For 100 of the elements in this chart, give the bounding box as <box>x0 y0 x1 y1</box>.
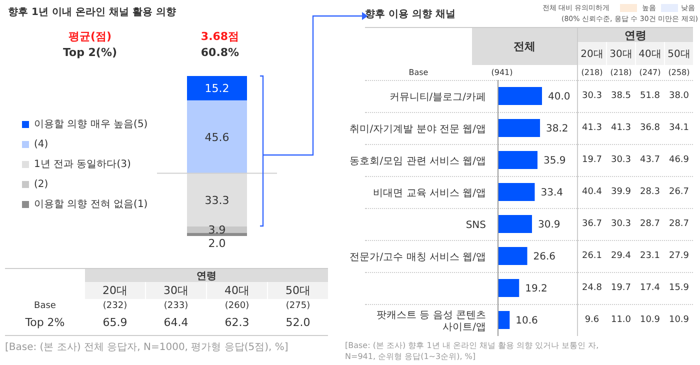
text: 29.4 <box>610 250 632 263</box>
y-tick-label: 비대면 교육 서비스 웹/앱 <box>373 188 486 199</box>
text: 향후 이용 의향 채널 <box>365 8 456 22</box>
text: 46.9 <box>668 154 690 167</box>
data-label: 40.0 <box>548 92 570 103</box>
text: 64.4 <box>162 315 190 331</box>
bar <box>498 87 542 105</box>
legend-label: 1년 전과 동일하다(3) <box>34 158 131 171</box>
text: 30대 <box>607 42 635 65</box>
text: 41.3 <box>580 122 604 135</box>
text: 65.9 <box>102 315 128 331</box>
legend-label: 이용할 의향 전혀 없음(1) <box>34 198 148 211</box>
text: 9.6 <box>584 314 600 327</box>
data-label: 26.6 <box>533 252 556 263</box>
text: (275) <box>284 300 312 311</box>
text: 10.9 <box>668 314 690 327</box>
text: 43.7 <box>638 154 662 167</box>
legend-label: (2) <box>34 178 48 190</box>
text: 52.0 <box>284 315 312 331</box>
text: 17.4 <box>638 282 662 295</box>
text: 50대 <box>665 42 693 65</box>
bar <box>187 173 247 227</box>
text: 15.9 <box>668 282 690 295</box>
bar <box>187 100 247 174</box>
y-tick-label: SNS <box>466 220 486 231</box>
text: Base <box>408 66 430 78</box>
text: 10.9 <box>638 314 662 327</box>
text: 38.0 <box>668 90 690 103</box>
bar <box>498 183 535 201</box>
text: 연령 <box>85 269 328 282</box>
text: 50대 <box>268 282 328 299</box>
text: (260) <box>224 300 250 311</box>
text: 26.7 <box>668 186 690 199</box>
text: 전체 <box>472 28 577 65</box>
data-label: 35.9 <box>543 156 566 167</box>
text: 11.0 <box>610 314 632 327</box>
bar <box>498 247 528 265</box>
text: Base <box>33 300 57 311</box>
text: 38.5 <box>610 90 632 103</box>
text: 40대 <box>207 282 267 299</box>
text: (218) <box>609 66 633 78</box>
bar <box>498 119 540 137</box>
text: 60.8% <box>200 44 240 60</box>
text: 34.1 <box>668 122 690 135</box>
legend-label: (4) <box>34 138 48 150</box>
bar <box>498 151 538 169</box>
text: (232) <box>102 300 128 311</box>
text: (218) <box>580 66 604 78</box>
text: [Base: (본 조사) 전체 응답자, N=1000, 평가형 응답(5점), %] <box>5 341 290 354</box>
data-label: 30.9 <box>538 220 560 231</box>
text: 40대 <box>636 42 664 65</box>
text: 28.7 <box>638 218 662 231</box>
text: 28.3 <box>638 186 662 199</box>
text: Top 2% <box>24 315 66 331</box>
data-label: 19.2 <box>525 284 548 295</box>
text: 30대 <box>146 282 206 299</box>
text: (258) <box>667 66 691 78</box>
text: 36.8 <box>638 122 662 135</box>
bar <box>187 232 247 236</box>
text: 평균(점) <box>67 28 113 44</box>
data-label: 15.2 <box>204 82 230 96</box>
data-label: 10.6 <box>516 316 538 327</box>
data-label: 38.2 <box>546 124 568 135</box>
text: 30.3 <box>580 90 604 103</box>
text: 24.8 <box>580 282 604 295</box>
bar <box>187 226 247 233</box>
text: 40.4 <box>580 186 604 199</box>
data-label: 45.6 <box>204 130 230 144</box>
legend-label: 이용할 의향 매우 높음(5) <box>34 118 148 131</box>
text: 19.7 <box>580 154 604 167</box>
text: 30.3 <box>610 218 632 231</box>
text: (247) <box>638 66 662 78</box>
data-label: 33.3 <box>204 194 230 207</box>
text: 62.3 <box>224 315 250 331</box>
y-tick-label: 팟캐스트 등 음성 콘텐츠 사이트/앱 <box>376 310 486 333</box>
text: 39.9 <box>610 186 632 199</box>
text: 연령 <box>578 28 693 42</box>
bar <box>498 311 510 329</box>
text: 51.8 <box>638 90 662 103</box>
text: 3.68점 <box>200 28 240 44</box>
text: 20대 <box>578 42 606 65</box>
text: [Base: (본 조사) 향후 1년 내 온라인 채널 활용 의향 있거나 보통인 자, N=941, 순위형 응답(1~3순위), %] <box>345 340 600 363</box>
text: 41.3 <box>610 122 632 135</box>
data-label: 3.9 <box>208 224 226 237</box>
text: 23.1 <box>638 250 662 263</box>
bar <box>187 76 247 100</box>
bar <box>498 215 532 233</box>
text: 27.9 <box>668 250 690 263</box>
text: 20대 <box>85 282 145 299</box>
text: (941) <box>490 66 514 78</box>
bar <box>498 279 520 297</box>
data-label: 2.0 <box>208 237 226 250</box>
text: 28.7 <box>668 218 690 231</box>
text: (233) <box>162 300 190 311</box>
y-tick-label: 커뮤니티/블로그/카페 <box>389 92 486 103</box>
data-label: 33.4 <box>540 188 564 199</box>
text: 26.1 <box>580 250 604 263</box>
text: 향후 1년 이내 온라인 채널 활용 의향 <box>8 6 177 20</box>
y-tick-label: 취미/자기계발 분야 전문 웹/앱 <box>350 124 486 135</box>
text: Top 2(%) <box>62 44 118 60</box>
